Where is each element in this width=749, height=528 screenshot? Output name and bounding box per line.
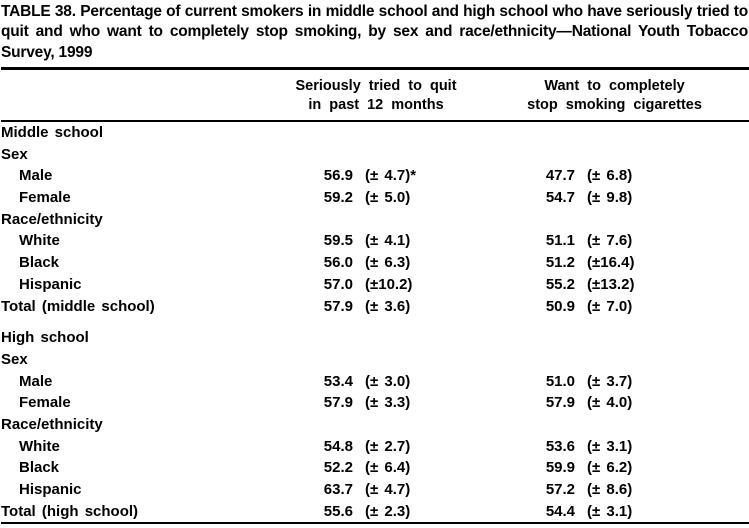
row-label: Female	[19, 189, 71, 207]
ci-stop-smoking: (± 4.0)	[587, 394, 633, 412]
value-tried-to-quit: 56.9	[323, 167, 353, 185]
value-tried-to-quit: 59.5	[323, 232, 353, 250]
stub-header	[1, 68, 273, 123]
data-row: Black 52.2 (± 6.4) 59.9 (± 6.2)	[1, 457, 749, 479]
data-row: Female 59.2 (± 5.0) 54.7 (± 9.8)	[1, 187, 749, 209]
value-stop-smoking: 55.2	[545, 275, 576, 293]
group-row: Race/ethnicity	[1, 209, 749, 231]
ci-tried-to-quit: (±10.2)	[365, 275, 413, 293]
value-stop-smoking: 47.7	[545, 167, 576, 185]
value-stop-smoking: 57.2	[545, 481, 576, 499]
data-row: Male 53.4 (± 3.0) 51.0 (± 3.7)	[1, 371, 749, 393]
value-tried-to-quit: 59.2	[323, 189, 353, 207]
row-label: Total (high school)	[1, 502, 139, 520]
ci-tried-to-quit: (± 5.0)	[365, 189, 411, 207]
row-label: Race/ethnicity	[1, 210, 103, 228]
ci-stop-smoking: (± 9.8)	[587, 189, 633, 207]
ci-stop-smoking: (± 7.6)	[587, 232, 633, 250]
data-row: Black 56.0 (± 6.3) 51.2 (±16.4)	[1, 252, 749, 274]
value-tried-to-quit: 57.0	[323, 275, 353, 293]
ci-tried-to-quit: (± 2.3)	[365, 502, 411, 520]
value-stop-smoking: 54.7	[545, 189, 576, 207]
value-tried-to-quit: 54.8	[323, 437, 353, 455]
section-row: High school	[1, 317, 749, 349]
ci-tried-to-quit: (± 6.4)	[365, 459, 411, 477]
value-stop-smoking: 51.2	[545, 254, 576, 272]
row-label: Female	[19, 394, 71, 412]
value-tried-to-quit: 55.6	[323, 502, 353, 520]
row-label: Male	[19, 167, 53, 185]
header-row: Seriously tried to quit in past 12 month…	[1, 68, 749, 123]
table-body: Middle school Sex Male 56.9 (± 4.7)* 47.7 (± 6…	[1, 121, 749, 523]
group-row: Race/ethnicity	[1, 414, 749, 436]
ci-tried-to-quit: (± 3.3)	[365, 394, 411, 412]
value-stop-smoking: 57.9	[545, 394, 576, 412]
table-title: TABLE 38. Percentage of current smokers …	[1, 3, 748, 61]
ci-tried-to-quit: (± 3.0)	[365, 372, 411, 390]
ci-tried-to-quit: (± 3.6)	[365, 297, 411, 315]
ci-tried-to-quit: (± 6.3)	[365, 254, 411, 272]
ci-stop-smoking: (±16.4)	[587, 254, 635, 272]
data-row: White 54.8 (± 2.7) 53.6 (± 3.1)	[1, 436, 749, 458]
row-label: Male	[19, 372, 53, 390]
value-tried-to-quit: 57.9	[323, 297, 353, 315]
row-label: Middle school	[1, 124, 104, 142]
value-tried-to-quit: 56.0	[323, 254, 353, 272]
ci-stop-smoking: (±13.2)	[587, 275, 635, 293]
row-label: Sex	[1, 145, 28, 163]
row-label: Hispanic	[19, 481, 82, 499]
total-row: Total (high school) 55.6 (± 2.3) 54.4 (± 3.1…	[1, 501, 749, 524]
column-header-tried-to-quit: Seriously tried to quit in past 12 month…	[273, 68, 480, 123]
ci-stop-smoking: (± 7.0)	[587, 297, 633, 315]
ci-stop-smoking: (± 3.7)	[587, 372, 633, 390]
value-tried-to-quit: 52.2	[323, 459, 353, 477]
ci-stop-smoking: (± 3.1)	[587, 502, 633, 520]
value-stop-smoking: 51.0	[545, 372, 576, 390]
ci-stop-smoking: (± 6.2)	[587, 459, 633, 477]
data-row: Male 56.9 (± 4.7)* 47.7 (± 6.8)	[1, 165, 749, 187]
group-row: Sex	[1, 144, 749, 166]
ci-tried-to-quit: (± 2.7)	[365, 437, 411, 455]
ci-stop-smoking: (± 8.6)	[587, 481, 633, 499]
ci-tried-to-quit: (± 4.1)	[365, 232, 411, 250]
row-label: High school	[1, 329, 89, 347]
data-row: Hispanic 63.7 (± 4.7) 57.2 (± 8.6)	[1, 479, 749, 501]
group-row: Sex	[1, 349, 749, 371]
value-stop-smoking: 51.1	[545, 232, 576, 250]
column-header-stop-smoking: Want to completely stop smoking cigarett…	[479, 68, 749, 123]
data-row: Hispanic 57.0 (±10.2) 55.2 (±13.2)	[1, 274, 749, 296]
row-label: Race/ethnicity	[1, 415, 103, 433]
data-table: Seriously tried to quit in past 12 month…	[1, 67, 749, 525]
value-stop-smoking: 53.6	[545, 437, 576, 455]
ci-stop-smoking: (± 3.1)	[587, 437, 633, 455]
row-label: White	[19, 232, 60, 250]
value-tried-to-quit: 63.7	[323, 481, 353, 499]
row-label: Sex	[1, 350, 28, 368]
value-stop-smoking: 59.9	[545, 459, 576, 477]
ci-stop-smoking: (± 6.8)	[587, 167, 633, 185]
total-row: Total (middle school) 57.9 (± 3.6) 50.9 (± 7…	[1, 296, 749, 318]
value-tried-to-quit: 57.9	[323, 394, 353, 412]
ci-tried-to-quit: (± 4.7)*	[365, 167, 417, 185]
row-label: Black	[19, 459, 60, 477]
value-tried-to-quit: 53.4	[323, 372, 353, 390]
data-row: Female 57.9 (± 3.3) 57.9 (± 4.0)	[1, 392, 749, 414]
section-row: Middle school	[1, 121, 749, 144]
value-stop-smoking: 54.4	[545, 502, 576, 520]
row-label: White	[19, 437, 60, 455]
data-row: White 59.5 (± 4.1) 51.1 (± 7.6)	[1, 230, 749, 252]
ci-tried-to-quit: (± 4.7)	[365, 481, 411, 499]
footnote: * Ninety-five percent confidence interva…	[1, 524, 748, 528]
row-label: Total (middle school)	[1, 297, 155, 315]
value-stop-smoking: 50.9	[545, 297, 576, 315]
row-label: Hispanic	[19, 275, 82, 293]
row-label: Black	[19, 254, 60, 272]
